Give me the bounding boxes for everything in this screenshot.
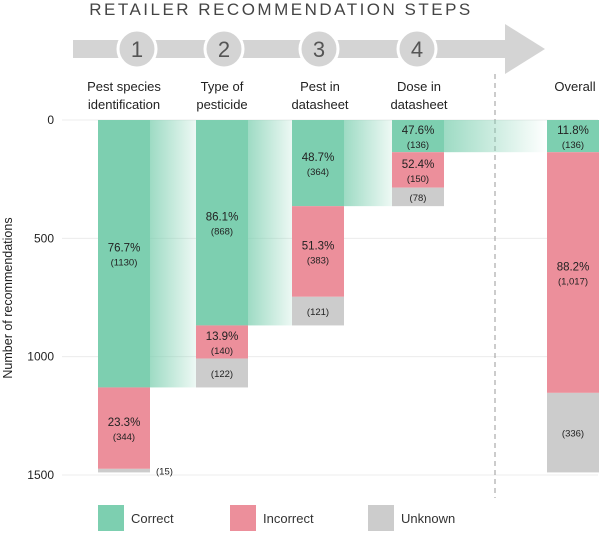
step-label-4: Dose in	[397, 79, 441, 94]
step-number-3: 3	[313, 37, 325, 62]
count-label: (122)	[211, 369, 233, 380]
count-label: (136)	[407, 140, 429, 151]
step-number-1: 1	[131, 37, 143, 62]
count-label: (1,017)	[558, 277, 588, 288]
percent-label: 86.1%	[206, 212, 239, 224]
count-label: (150)	[407, 174, 429, 185]
count-label: (15)	[156, 467, 173, 478]
bar-step-4-incorrect	[392, 152, 444, 188]
y-tick-label: 1000	[27, 350, 54, 364]
bar-step-2-unknown	[196, 358, 248, 388]
y-tick-label: 500	[34, 231, 54, 245]
percent-label: 51.3%	[302, 240, 335, 252]
legend-label-incorrect: Incorrect	[263, 511, 314, 526]
step-circle-2	[203, 28, 245, 70]
step-label-2: Type of	[201, 79, 244, 94]
legend-label-unknown: Unknown	[401, 511, 455, 526]
step-label-1: Pest species	[87, 79, 161, 94]
count-label: (136)	[562, 140, 584, 151]
count-label: (121)	[307, 307, 329, 318]
bar-step-3-unknown	[292, 296, 344, 326]
step-label-4: datasheet	[390, 97, 447, 112]
legend-swatch-correct	[98, 505, 124, 531]
percent-label: 23.3%	[108, 417, 141, 429]
step-label-2: pesticide	[196, 97, 247, 112]
y-tick-label: 1500	[27, 468, 54, 482]
step-label-1: identification	[88, 97, 160, 112]
carry-band-4	[444, 120, 547, 153]
overall-label: Overall	[554, 79, 595, 94]
legend: Correct Incorrect Unknown	[98, 505, 455, 531]
y-axis: 0 500 1000 1500	[27, 113, 54, 482]
bar-overall-incorrect	[547, 152, 599, 393]
chart-title: RETAILER RECOMMENDATION STEPS	[89, 0, 473, 19]
count-label: (78)	[410, 193, 427, 204]
bar-step-2-incorrect	[196, 325, 248, 359]
step-label-3: Pest in	[300, 79, 340, 94]
bars: 76.7% (1130) 23.3% (344) (15) 86.1% (868) 13.9%…	[98, 120, 599, 478]
bar-step-3-correct	[292, 120, 344, 207]
percent-label: 13.9%	[206, 331, 239, 343]
step-label-3: datasheet	[291, 97, 348, 112]
percent-label: 48.7%	[302, 152, 335, 164]
bar-step-3-incorrect	[292, 206, 344, 297]
percent-label: 88.2%	[557, 262, 590, 274]
legend-swatch-unknown	[368, 505, 394, 531]
percent-label: 11.8%	[557, 125, 589, 137]
bar-step-4-correct	[392, 120, 444, 153]
count-label: (364)	[307, 167, 329, 178]
bar-step-1-incorrect	[98, 387, 150, 469]
legend-label-correct: Correct	[131, 511, 174, 526]
bar-overall-unknown	[547, 392, 599, 473]
bar-step-1-unknown	[98, 468, 150, 473]
count-label: (140)	[211, 346, 233, 357]
bar-step-1-correct	[98, 120, 150, 388]
count-label: (383)	[307, 255, 329, 266]
percent-label: 47.6%	[402, 125, 435, 137]
y-tick-label: 0	[47, 113, 54, 127]
bar-step-2-correct	[196, 120, 248, 326]
count-label: (868)	[211, 227, 233, 238]
count-label: (344)	[113, 432, 135, 443]
percent-label: 52.4%	[402, 159, 435, 171]
step-number-2: 2	[218, 37, 230, 62]
bar-step-4-unknown	[392, 187, 444, 207]
y-axis-label: Number of recommendations	[1, 217, 15, 378]
step-circle-3	[298, 28, 340, 70]
steps-arrow: 1 2 3 4 Pest species identification Type of pes…	[73, 24, 596, 112]
step-circle-4	[396, 28, 438, 70]
percent-label: 76.7%	[108, 243, 141, 255]
bar-overall-correct	[547, 120, 599, 153]
count-label: (336)	[562, 429, 584, 440]
legend-swatch-incorrect	[230, 505, 256, 531]
step-circle-1	[116, 28, 158, 70]
step-number-4: 4	[411, 37, 423, 62]
count-label: (1130)	[111, 258, 138, 269]
